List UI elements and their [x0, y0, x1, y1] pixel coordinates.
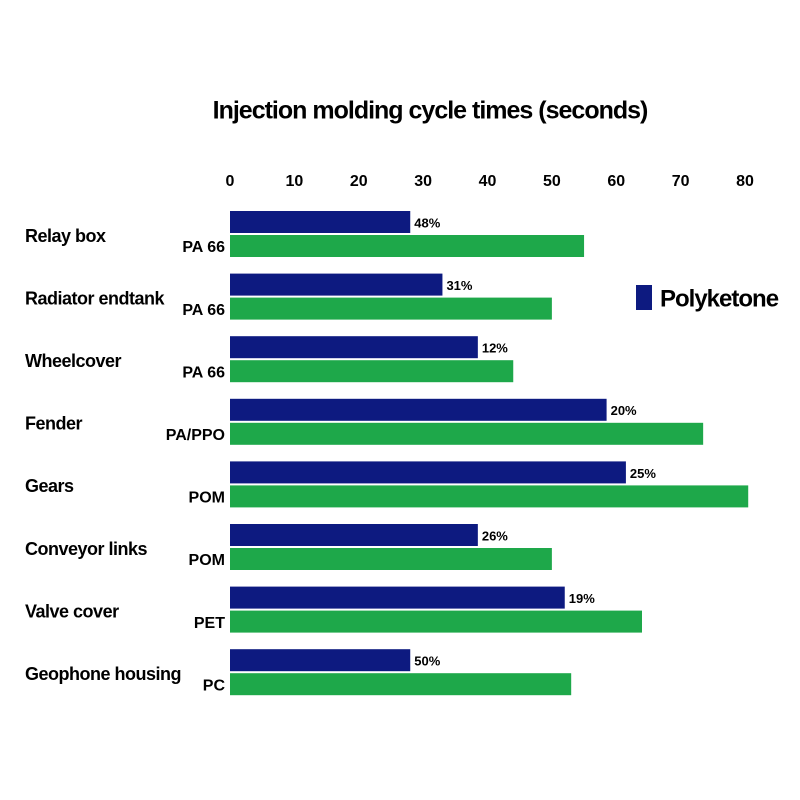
x-tick-label: 50 [543, 173, 561, 190]
percent-label: 48% [414, 215, 440, 230]
bar [230, 586, 565, 609]
x-tick-label: 70 [672, 173, 690, 190]
bar [230, 273, 443, 296]
bar [230, 235, 585, 257]
category-label: Relay box [25, 226, 106, 246]
x-tick-label: 30 [414, 173, 432, 190]
bar [230, 524, 478, 546]
percent-label: 20% [611, 403, 637, 418]
x-tick-label: 0 [226, 173, 235, 190]
category-label: Valve cover [25, 601, 119, 621]
percent-label: 25% [630, 466, 656, 481]
category-label: Conveyor links [25, 539, 148, 559]
bar [230, 610, 642, 633]
bar [230, 461, 626, 484]
material-label: POM [189, 552, 225, 569]
material-label: PA/PPO [166, 427, 225, 444]
category-label: Gears [25, 476, 74, 496]
bar [230, 360, 514, 383]
bar [230, 211, 411, 233]
legend-swatch [636, 285, 652, 310]
x-tick-label: 40 [479, 173, 497, 190]
category-label: Geophone housing [25, 664, 181, 684]
percent-label: 50% [414, 654, 440, 669]
legend-label: Polyketone [660, 285, 779, 312]
category-label: Radiator endtank [25, 288, 166, 308]
bar [230, 548, 552, 570]
bar [230, 336, 478, 359]
bar [230, 673, 572, 696]
material-label: PA 66 [182, 239, 225, 256]
percent-label: 31% [446, 278, 472, 293]
bar [230, 422, 704, 445]
x-tick-label: 10 [285, 173, 303, 190]
chart-title: Injection molding cycle times (seconds) [213, 97, 648, 125]
material-label: PC [203, 677, 226, 694]
percent-label: 12% [482, 341, 508, 356]
bar [230, 398, 607, 421]
percent-label: 26% [482, 528, 508, 543]
bar [230, 485, 749, 508]
material-label: PET [194, 615, 225, 632]
material-label: PA 66 [182, 364, 225, 381]
category-label: Wheelcover [25, 351, 122, 371]
bar [230, 649, 411, 672]
bar [230, 297, 552, 320]
material-label: POM [189, 490, 225, 507]
x-tick-label: 80 [736, 173, 754, 190]
material-label: PA 66 [182, 302, 225, 319]
percent-label: 19% [569, 591, 595, 606]
x-tick-label: 20 [350, 173, 368, 190]
x-tick-label: 60 [607, 173, 625, 190]
category-label: Fender [25, 414, 83, 434]
